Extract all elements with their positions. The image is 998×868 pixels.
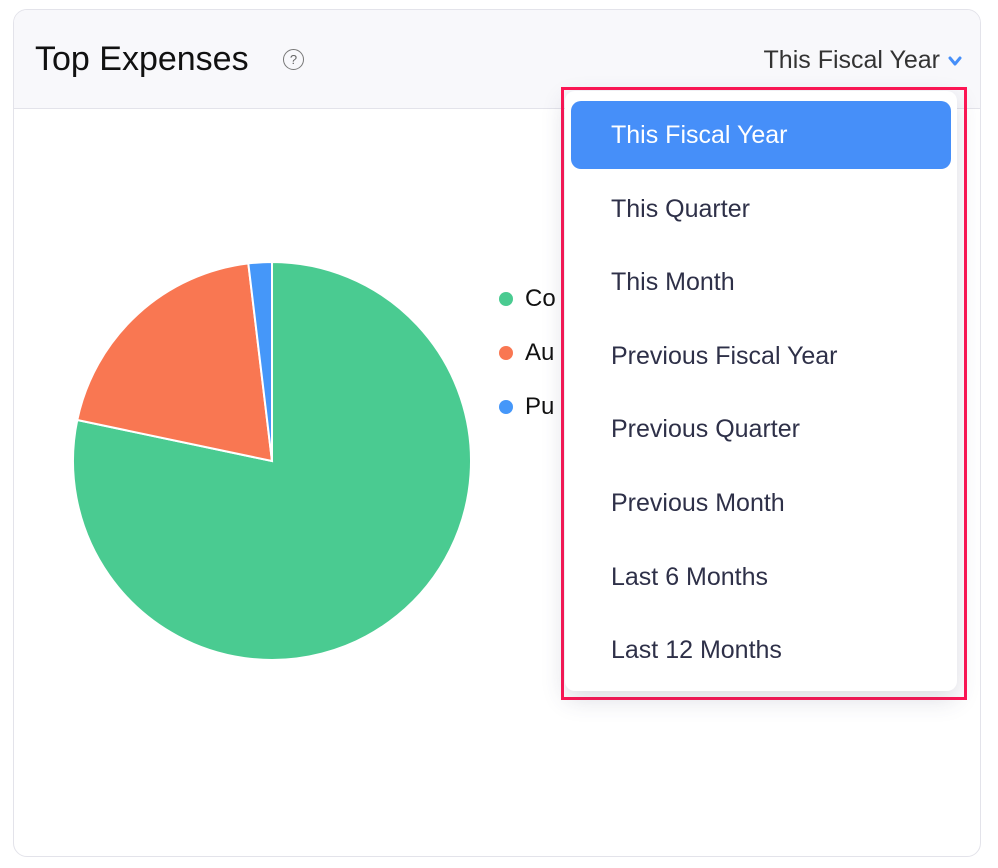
pie-slice[interactable]: [247, 260, 273, 462]
dropdown-highlight-frame: [561, 87, 967, 700]
legend-item[interactable]: Co: [499, 272, 556, 326]
pie-chart: [72, 260, 472, 661]
chevron-down-icon: [948, 56, 962, 65]
legend-dot-icon: [499, 400, 513, 414]
legend-dot-icon: [499, 346, 513, 360]
help-icon[interactable]: ?: [283, 49, 304, 70]
dropdown-option[interactable]: Last 12 Months: [611, 636, 782, 665]
card-header: Top Expenses ? This Fiscal Year: [14, 10, 980, 109]
dropdown-option[interactable]: Previous Quarter: [611, 415, 800, 444]
dropdown-option[interactable]: Previous Fiscal Year: [611, 341, 838, 370]
legend-label: Co: [525, 285, 556, 312]
period-dropdown-menu: This Fiscal Year This Quarter This Month Pr…: [565, 91, 957, 691]
dropdown-option[interactable]: This Quarter: [611, 194, 750, 223]
period-selected: This Fiscal Year: [763, 46, 940, 74]
chart-legend: Co Au Pu: [499, 272, 556, 434]
legend-label: Pu: [525, 393, 555, 420]
dropdown-option[interactable]: This Month: [611, 268, 735, 297]
dropdown-option[interactable]: Previous Month: [611, 489, 785, 517]
legend-item[interactable]: Au: [499, 326, 556, 380]
dropdown-option[interactable]: This Fiscal Year: [571, 101, 951, 169]
legend-item[interactable]: Pu: [499, 380, 556, 434]
legend-label: Au: [525, 339, 555, 366]
pie-slice[interactable]: [76, 262, 274, 463]
legend-dot-icon: [499, 292, 513, 306]
card-title: Top Expenses: [35, 40, 249, 78]
dropdown-option[interactable]: Last 6 Months: [611, 562, 769, 591]
period-dropdown-toggle[interactable]: This Fiscal Year: [764, 46, 962, 75]
